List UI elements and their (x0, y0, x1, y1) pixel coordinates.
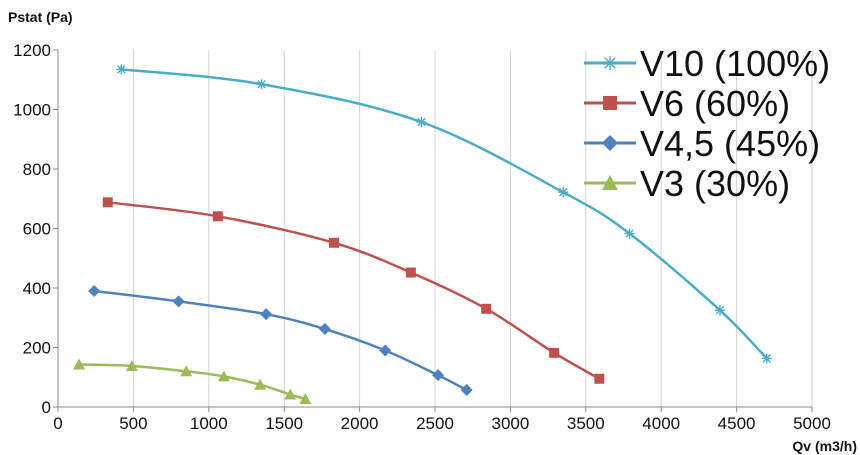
data-point-1-1 (212, 211, 223, 222)
legend-item-2: V4,5 (45%) (584, 123, 820, 164)
y-tick-label-400: 400 (23, 279, 51, 298)
y-tick-label-200: 200 (23, 339, 51, 358)
x-axis-title: Qv (m3/h) (792, 438, 857, 454)
legend-item-1: V6 (60%) (584, 83, 790, 124)
data-point-1-3 (405, 267, 416, 278)
data-point-3-5 (284, 388, 297, 400)
y-tick-label-800: 800 (23, 160, 51, 179)
data-point-2-6 (460, 384, 473, 397)
series-3 (73, 358, 312, 404)
data-point-1-4 (481, 303, 492, 314)
data-point-2-1 (172, 295, 185, 308)
series-2 (88, 284, 473, 397)
legend-swatch-marker-0 (603, 56, 617, 70)
x-tick-label-5000: 5000 (793, 414, 831, 433)
x-tick-label-1000: 1000 (190, 414, 228, 433)
x-tick-label-4500: 4500 (718, 414, 756, 433)
x-tick-label-4000: 4000 (642, 414, 680, 433)
x-tick-label-3500: 3500 (567, 414, 605, 433)
data-point-0-6 (761, 353, 772, 364)
series-line-2 (94, 289, 468, 392)
data-point-1-5 (549, 347, 560, 358)
series-line-1 (107, 201, 600, 380)
legend-swatch-marker-2 (602, 135, 618, 151)
series-0 (116, 64, 772, 364)
data-point-3-0 (73, 358, 86, 370)
y-tick-label-1000: 1000 (13, 101, 51, 120)
legend: V10 (100%)V6 (60%)V4,5 (45%)V3 (30%) (584, 43, 830, 204)
axes (53, 49, 813, 412)
x-tick-label-500: 500 (119, 414, 147, 433)
legend-label-2: V4,5 (45%) (640, 123, 820, 164)
y-tick-label-0: 0 (42, 398, 51, 417)
legend-label-1: V6 (60%) (640, 83, 790, 124)
x-tick-label-0: 0 (53, 414, 62, 433)
legend-swatch-marker-3 (602, 175, 618, 190)
legend-swatch-marker-1 (603, 96, 617, 110)
data-point-1-0 (102, 197, 113, 208)
tick-labels: 0 200 400 600 800 1000 1200 0 500 1000 1500 2000 250… (13, 41, 831, 433)
data-point-0-3 (558, 187, 569, 198)
y-axis-title: Pstat (Pa) (8, 9, 73, 25)
data-point-0-0 (116, 64, 127, 75)
legend-label-0: V10 (100%) (640, 43, 830, 84)
legend-item-0: V10 (100%) (584, 43, 830, 84)
data-point-3-2 (180, 365, 193, 377)
data-point-2-5 (432, 369, 445, 382)
series-1 (102, 197, 605, 384)
data-point-1-2 (328, 237, 339, 248)
data-point-3-3 (217, 370, 230, 382)
data-point-3-4 (254, 378, 267, 390)
grid-lines (132, 50, 813, 407)
x-tick-label-1500: 1500 (265, 414, 303, 433)
legend-label-3: V3 (30%) (640, 163, 790, 204)
data-point-0-1 (256, 79, 267, 90)
x-tick-label-2500: 2500 (416, 414, 454, 433)
data-point-3-6 (299, 392, 312, 404)
series-line-3 (79, 363, 306, 401)
legend-item-3: V3 (30%) (584, 163, 790, 204)
data-point-2-0 (88, 284, 101, 297)
series-group (73, 64, 772, 404)
data-point-2-2 (260, 308, 273, 321)
data-point-0-4 (624, 228, 635, 239)
data-point-0-5 (715, 305, 726, 316)
data-point-3-1 (125, 359, 138, 371)
data-point-0-2 (416, 116, 427, 127)
x-tick-label-2000: 2000 (341, 414, 379, 433)
y-tick-label-600: 600 (23, 220, 51, 239)
data-point-1-6 (594, 373, 605, 384)
data-point-2-3 (318, 323, 331, 336)
data-point-2-4 (379, 344, 392, 357)
y-tick-label-1200: 1200 (13, 41, 51, 60)
x-tick-label-3000: 3000 (491, 414, 529, 433)
